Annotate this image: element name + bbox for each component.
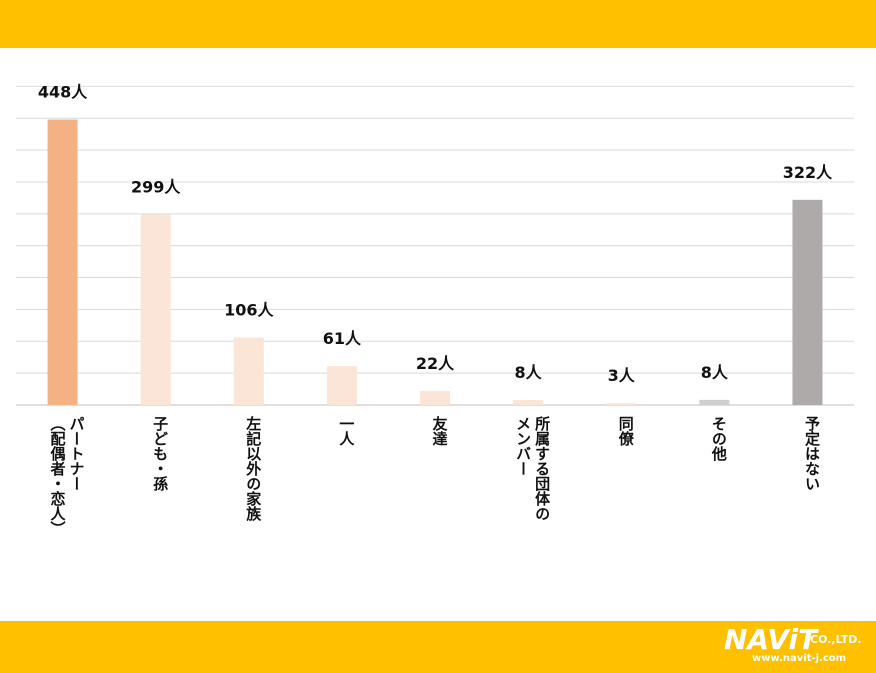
logo-url: www.navit-j.com [752,653,847,664]
category-label-line: 子ども・孫 [151,416,170,491]
value-label-6: 8人 [515,363,543,382]
category-label-9: 予定はない [802,416,821,491]
bar-2 [140,214,171,405]
bar-6 [513,399,544,405]
category-label-line: 所属する団体の [533,416,552,521]
bar-7 [606,403,637,405]
logo-mark: NAViT [724,623,818,656]
value-label-8: 8人 [701,363,729,382]
bar-8 [699,399,730,405]
category-label-5: 友達 [430,416,449,446]
navit-logo: NAViT CO.,LTD. www.navit-j.com [724,625,872,669]
value-label-5: 22人 [416,354,455,373]
bar-3 [233,337,264,405]
bar-1 [47,119,78,406]
category-label-6: 所属する団体の メンバー [513,416,551,521]
category-label-line: 予定はない [802,416,821,491]
value-label-9: 322人 [783,163,833,182]
category-label-7: 同僚 [616,416,635,446]
category-label-line: （配偶者・恋人） [48,416,67,536]
category-label-line: 一人 [337,416,356,446]
category-label-1: パートナー （配偶者・恋人） [48,416,86,536]
category-label-line: その他 [709,416,728,461]
bottom-banner [0,621,876,673]
bar-chart: 448人 299人 106人 61人 22人 8人 3人 8人 322人 [16,83,854,406]
value-label-7: 3人 [608,366,636,385]
logo-company-suffix: CO.,LTD. [810,633,862,646]
category-label-line: パートナー [67,416,86,491]
category-label-4: 一人 [336,416,355,446]
bar-4 [326,366,357,405]
value-label-4: 61人 [323,329,362,348]
value-label-2: 299人 [131,177,181,196]
top-banner [0,0,876,48]
category-label-line: 左記以外の家族 [244,416,263,521]
value-label-1: 448人 [38,83,88,102]
category-label-line: 友達 [430,416,449,446]
category-label-line: 同僚 [616,416,635,446]
category-label-8: その他 [709,416,728,461]
category-label-3: 左記以外の家族 [243,416,262,521]
bars [47,119,823,406]
category-label-line: メンバー [514,416,533,476]
category-label-2: 子ども・孫 [150,416,169,491]
bar-5 [420,390,450,405]
bar-9 [792,199,823,405]
value-label-3: 106人 [224,300,274,319]
value-labels: 448人 299人 106人 61人 22人 8人 3人 8人 322人 [38,83,833,386]
